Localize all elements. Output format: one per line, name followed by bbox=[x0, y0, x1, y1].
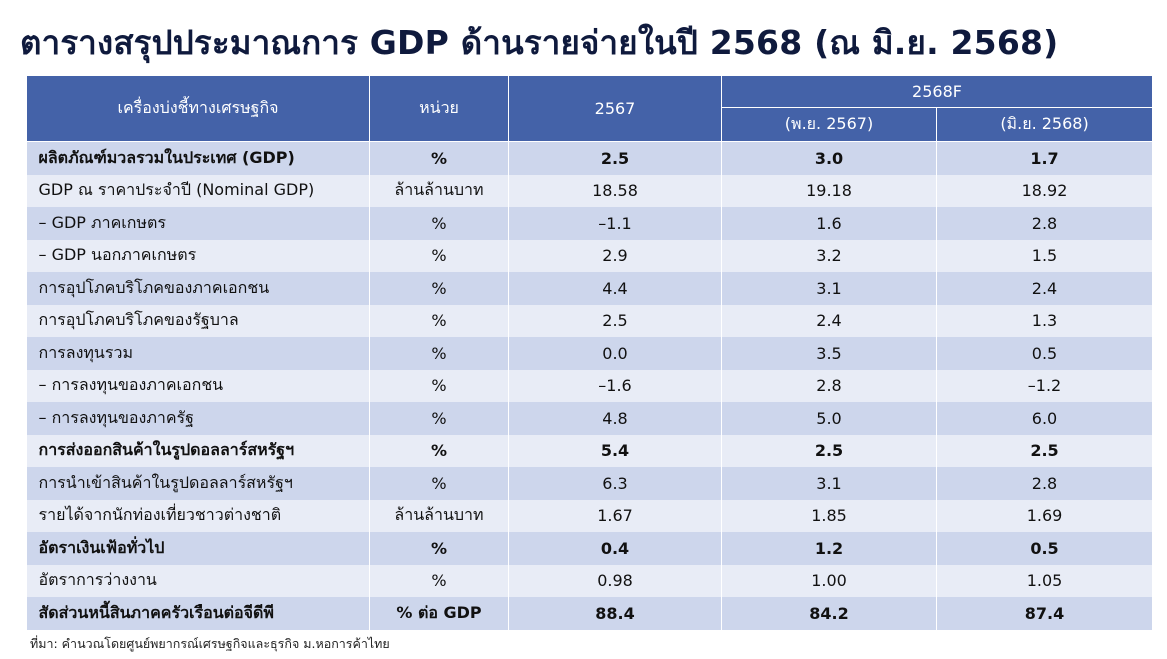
value-forecast-prev-cell: 3.5 bbox=[721, 337, 937, 370]
value-forecast-prev-cell: 3.1 bbox=[721, 272, 937, 305]
value-2567-cell: 2.9 bbox=[508, 239, 722, 272]
value-forecast-prev-cell: 3.1 bbox=[721, 467, 937, 500]
table-row: สัดส่วนหนี้สินภาคครัวเรือนต่อจีดีพี% ต่อ… bbox=[26, 597, 1154, 630]
table-row: การลงทุนรวม% 0.0 3.5 0.5 bbox=[26, 337, 1154, 370]
header-2568f: 2568F bbox=[720, 75, 1154, 108]
value-forecast-curr-cell: –1.2 bbox=[936, 369, 1154, 402]
table-row: การอุปโภคบริโภคของรัฐบาล% 2.5 2.4 1.3 bbox=[26, 304, 1154, 337]
indicator-cell: – GDP นอกภาคเกษตร bbox=[26, 239, 370, 272]
value-forecast-prev-cell: 2.5 bbox=[721, 434, 937, 467]
value-forecast-curr-cell: 1.5 bbox=[936, 239, 1154, 272]
table-row: ผลิตภัณฑ์มวลรวมในประเทศ (GDP)% 2.5 3.0 1.7 bbox=[26, 141, 1154, 175]
value-2567-cell: 0.0 bbox=[508, 337, 722, 370]
value-2567-cell: 0.98 bbox=[508, 564, 722, 597]
unit-cell: % bbox=[369, 564, 509, 597]
indicator-cell: ผลิตภัณฑ์มวลรวมในประเทศ (GDP) bbox=[26, 141, 370, 175]
unit-cell: % ต่อ GDP bbox=[369, 597, 509, 630]
unit-cell: ล้านล้านบาท bbox=[369, 174, 509, 207]
indicator-cell: การลงทุนรวม bbox=[26, 337, 370, 370]
indicator-cell: GDP ณ ราคาประจำปี (Nominal GDP) bbox=[26, 174, 370, 207]
value-2567-cell: 4.4 bbox=[508, 272, 722, 305]
table-row: การส่งออกสินค้าในรูปดอลลาร์สหรัฐฯ% 5.4 2.5… bbox=[26, 434, 1154, 467]
unit-cell: % bbox=[369, 207, 509, 240]
value-forecast-prev-cell: 3.2 bbox=[721, 239, 937, 272]
table-row: อัตราการว่างงาน% 0.98 1.00 1.05 bbox=[26, 564, 1154, 597]
value-forecast-prev-cell: 2.4 bbox=[721, 304, 937, 337]
value-forecast-curr-cell: 0.5 bbox=[936, 532, 1154, 565]
gdp-forecast-table: เครื่องบ่งชี้ทางเศรษฐกิจ หน่วย 2567 2568… bbox=[26, 75, 1154, 630]
value-forecast-prev-cell: 84.2 bbox=[721, 597, 937, 630]
value-2567-cell: –1.6 bbox=[508, 369, 722, 402]
value-2567-cell: 0.4 bbox=[508, 532, 722, 565]
value-forecast-prev-cell: 1.00 bbox=[721, 564, 937, 597]
value-forecast-curr-cell: 6.0 bbox=[936, 402, 1154, 435]
indicator-cell: การส่งออกสินค้าในรูปดอลลาร์สหรัฐฯ bbox=[26, 434, 370, 467]
value-forecast-curr-cell: 1.69 bbox=[936, 499, 1154, 532]
value-forecast-curr-cell: 87.4 bbox=[936, 597, 1154, 630]
value-forecast-prev-cell: 2.8 bbox=[721, 369, 937, 402]
unit-cell: % bbox=[369, 467, 509, 500]
indicator-cell: อัตราเงินเฟ้อทั่วไป bbox=[26, 532, 370, 565]
header-indicator: เครื่องบ่งชี้ทางเศรษฐกิจ bbox=[26, 75, 370, 142]
value-forecast-prev-cell: 19.18 bbox=[721, 174, 937, 207]
value-2567-cell: 2.5 bbox=[508, 141, 722, 175]
unit-cell: % bbox=[369, 239, 509, 272]
value-2567-cell: 5.4 bbox=[508, 434, 722, 467]
unit-cell: % bbox=[369, 141, 509, 175]
indicator-cell: สัดส่วนหนี้สินภาคครัวเรือนต่อจีดีพี bbox=[26, 597, 370, 630]
table-row: การนำเข้าสินค้าในรูปดอลลาร์สหรัฐฯ% 6.3 3.1… bbox=[26, 467, 1154, 500]
unit-cell: % bbox=[369, 272, 509, 305]
page-title: ตารางสรุปประมาณการ GDP ด้านรายจ่ายในปี 2… bbox=[20, 23, 1059, 62]
unit-cell: % bbox=[369, 434, 509, 467]
value-2567-cell: –1.1 bbox=[508, 207, 722, 240]
table-row: รายได้จากนักท่องเที่ยวชาวต่างชาติ ล้านล้า… bbox=[26, 499, 1154, 532]
value-2567-cell: 2.5 bbox=[508, 304, 722, 337]
unit-cell: % bbox=[369, 304, 509, 337]
unit-cell: ล้านล้านบาท bbox=[369, 499, 509, 532]
table-row: – GDP ภาคเกษตร% –1.1 1.6 2.8 bbox=[26, 207, 1154, 240]
unit-cell: % bbox=[369, 369, 509, 402]
indicator-cell: การอุปโภคบริโภคของรัฐบาล bbox=[26, 304, 370, 337]
value-forecast-prev-cell: 3.0 bbox=[721, 141, 937, 175]
value-2567-cell: 6.3 bbox=[508, 467, 722, 500]
header-2567: 2567 bbox=[508, 75, 722, 142]
table-row: อัตราเงินเฟ้อทั่วไป% 0.4 1.2 0.5 bbox=[26, 532, 1154, 565]
value-forecast-curr-cell: 1.7 bbox=[936, 141, 1154, 175]
table-row: GDP ณ ราคาประจำปี (Nominal GDP) ล้านล้านบ… bbox=[26, 174, 1154, 207]
value-forecast-curr-cell: 18.92 bbox=[936, 174, 1154, 207]
table-row: การอุปโภคบริโภคของภาคเอกชน% 4.4 3.1 2.4 bbox=[26, 272, 1154, 305]
table-row: – GDP นอกภาคเกษตร% 2.9 3.2 1.5 bbox=[26, 239, 1154, 272]
indicator-cell: อัตราการว่างงาน bbox=[26, 564, 370, 597]
value-forecast-prev-cell: 1.2 bbox=[721, 532, 937, 565]
unit-cell: % bbox=[369, 532, 509, 565]
value-2567-cell: 1.67 bbox=[508, 499, 722, 532]
value-forecast-prev-cell: 1.6 bbox=[721, 207, 937, 240]
header-unit: หน่วย bbox=[369, 75, 509, 142]
value-2567-cell: 88.4 bbox=[508, 597, 722, 630]
table-row: – การลงทุนของภาคเอกชน% –1.6 2.8 –1.2 bbox=[26, 369, 1154, 402]
unit-cell: % bbox=[369, 337, 509, 370]
value-forecast-curr-cell: 2.8 bbox=[936, 467, 1154, 500]
value-2567-cell: 4.8 bbox=[508, 402, 722, 435]
unit-cell: % bbox=[369, 402, 509, 435]
value-2567-cell: 18.58 bbox=[508, 174, 722, 207]
indicator-cell: – การลงทุนของภาคเอกชน bbox=[26, 369, 370, 402]
value-forecast-curr-cell: 0.5 bbox=[936, 337, 1154, 370]
header-forecast-prev: (พ.ย. 2567) bbox=[721, 106, 937, 143]
value-forecast-curr-cell: 2.8 bbox=[936, 207, 1154, 240]
indicator-cell: – GDP ภาคเกษตร bbox=[26, 207, 370, 240]
value-forecast-curr-cell: 1.05 bbox=[936, 564, 1154, 597]
value-forecast-prev-cell: 5.0 bbox=[721, 402, 937, 435]
value-forecast-curr-cell: 2.5 bbox=[936, 434, 1154, 467]
table-row: – การลงทุนของภาครัฐ% 4.8 5.0 6.0 bbox=[26, 402, 1154, 435]
indicator-cell: รายได้จากนักท่องเที่ยวชาวต่างชาติ bbox=[26, 499, 370, 532]
source-note: ที่มา: คำนวณโดยศูนย์พยากรณ์เศรษฐกิจและธุ… bbox=[30, 636, 390, 651]
value-forecast-curr-cell: 2.4 bbox=[936, 272, 1154, 305]
header-forecast-curr: (มิ.ย. 2568) bbox=[935, 106, 1154, 143]
value-forecast-curr-cell: 1.3 bbox=[936, 304, 1154, 337]
value-forecast-prev-cell: 1.85 bbox=[721, 499, 937, 532]
indicator-cell: การนำเข้าสินค้าในรูปดอลลาร์สหรัฐฯ bbox=[26, 467, 370, 500]
indicator-cell: – การลงทุนของภาครัฐ bbox=[26, 402, 370, 435]
indicator-cell: การอุปโภคบริโภคของภาคเอกชน bbox=[26, 272, 370, 305]
